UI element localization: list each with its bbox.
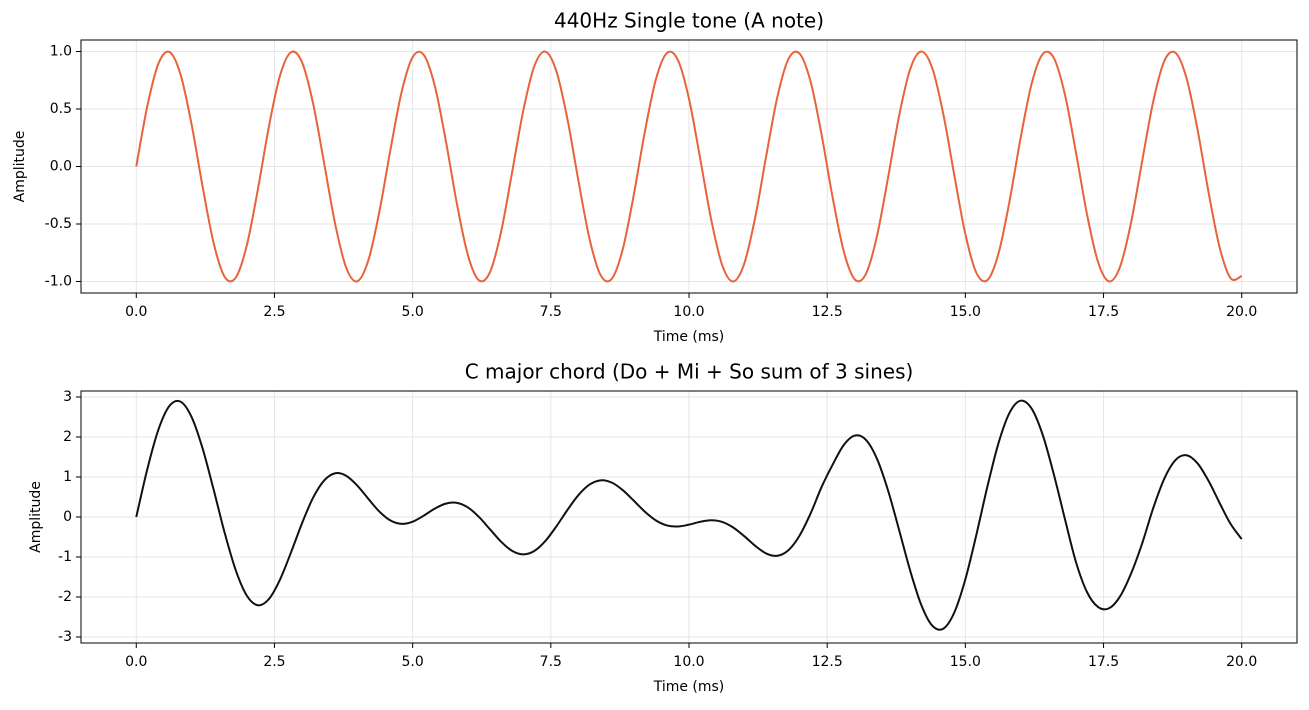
y-tick-label: 3 (63, 389, 72, 405)
y-tick-label: -1.0 (45, 274, 72, 290)
x-axis-label: Time (ms) (653, 329, 725, 345)
plot-frame (80, 39, 1298, 294)
x-tick-label: 5.0 (402, 654, 424, 670)
y-tick-label: 2 (63, 429, 72, 445)
y-tick-label: 0 (63, 509, 72, 525)
chart-title: 440Hz Single tone (A note) (554, 9, 824, 33)
y-tick-label: 0.0 (50, 159, 72, 175)
x-tick-label: 17.5 (1088, 654, 1119, 670)
data-line (135, 399, 1243, 631)
x-tick-label: 5.0 (402, 304, 424, 320)
x-axis-label: Time (ms) (653, 679, 725, 695)
y-tick-label: 1.0 (50, 44, 72, 60)
y-tick-label: -2 (58, 589, 72, 605)
x-tick-label: 7.5 (540, 654, 562, 670)
y-tick-label: -0.5 (45, 216, 72, 232)
y-tick-label: -3 (58, 629, 72, 645)
x-tick-label: 0.0 (125, 304, 147, 320)
y-tick-label: -1 (58, 549, 72, 565)
x-tick-label: 0.0 (125, 654, 147, 670)
x-tick-label: 12.5 (812, 304, 843, 320)
x-tick-label: 2.5 (263, 654, 285, 670)
x-tick-label: 10.0 (673, 304, 704, 320)
data-line (135, 50, 1243, 283)
x-tick-label: 2.5 (263, 304, 285, 320)
x-tick-label: 15.0 (950, 304, 981, 320)
x-tick-label: 17.5 (1088, 304, 1119, 320)
x-tick-label: 12.5 (812, 654, 843, 670)
chart-title: C major chord (Do + Mi + So sum of 3 sin… (465, 360, 914, 384)
x-tick-label: 20.0 (1226, 654, 1257, 670)
y-tick-label: 1 (63, 469, 72, 485)
y-axis-label: Amplitude (28, 481, 44, 553)
plot-frame (80, 390, 1298, 644)
y-tick-label: 0.5 (50, 101, 72, 117)
x-tick-label: 20.0 (1226, 304, 1257, 320)
x-tick-label: 7.5 (540, 304, 562, 320)
x-tick-label: 10.0 (673, 654, 704, 670)
x-tick-label: 15.0 (950, 654, 981, 670)
y-axis-label: Amplitude (12, 131, 28, 203)
